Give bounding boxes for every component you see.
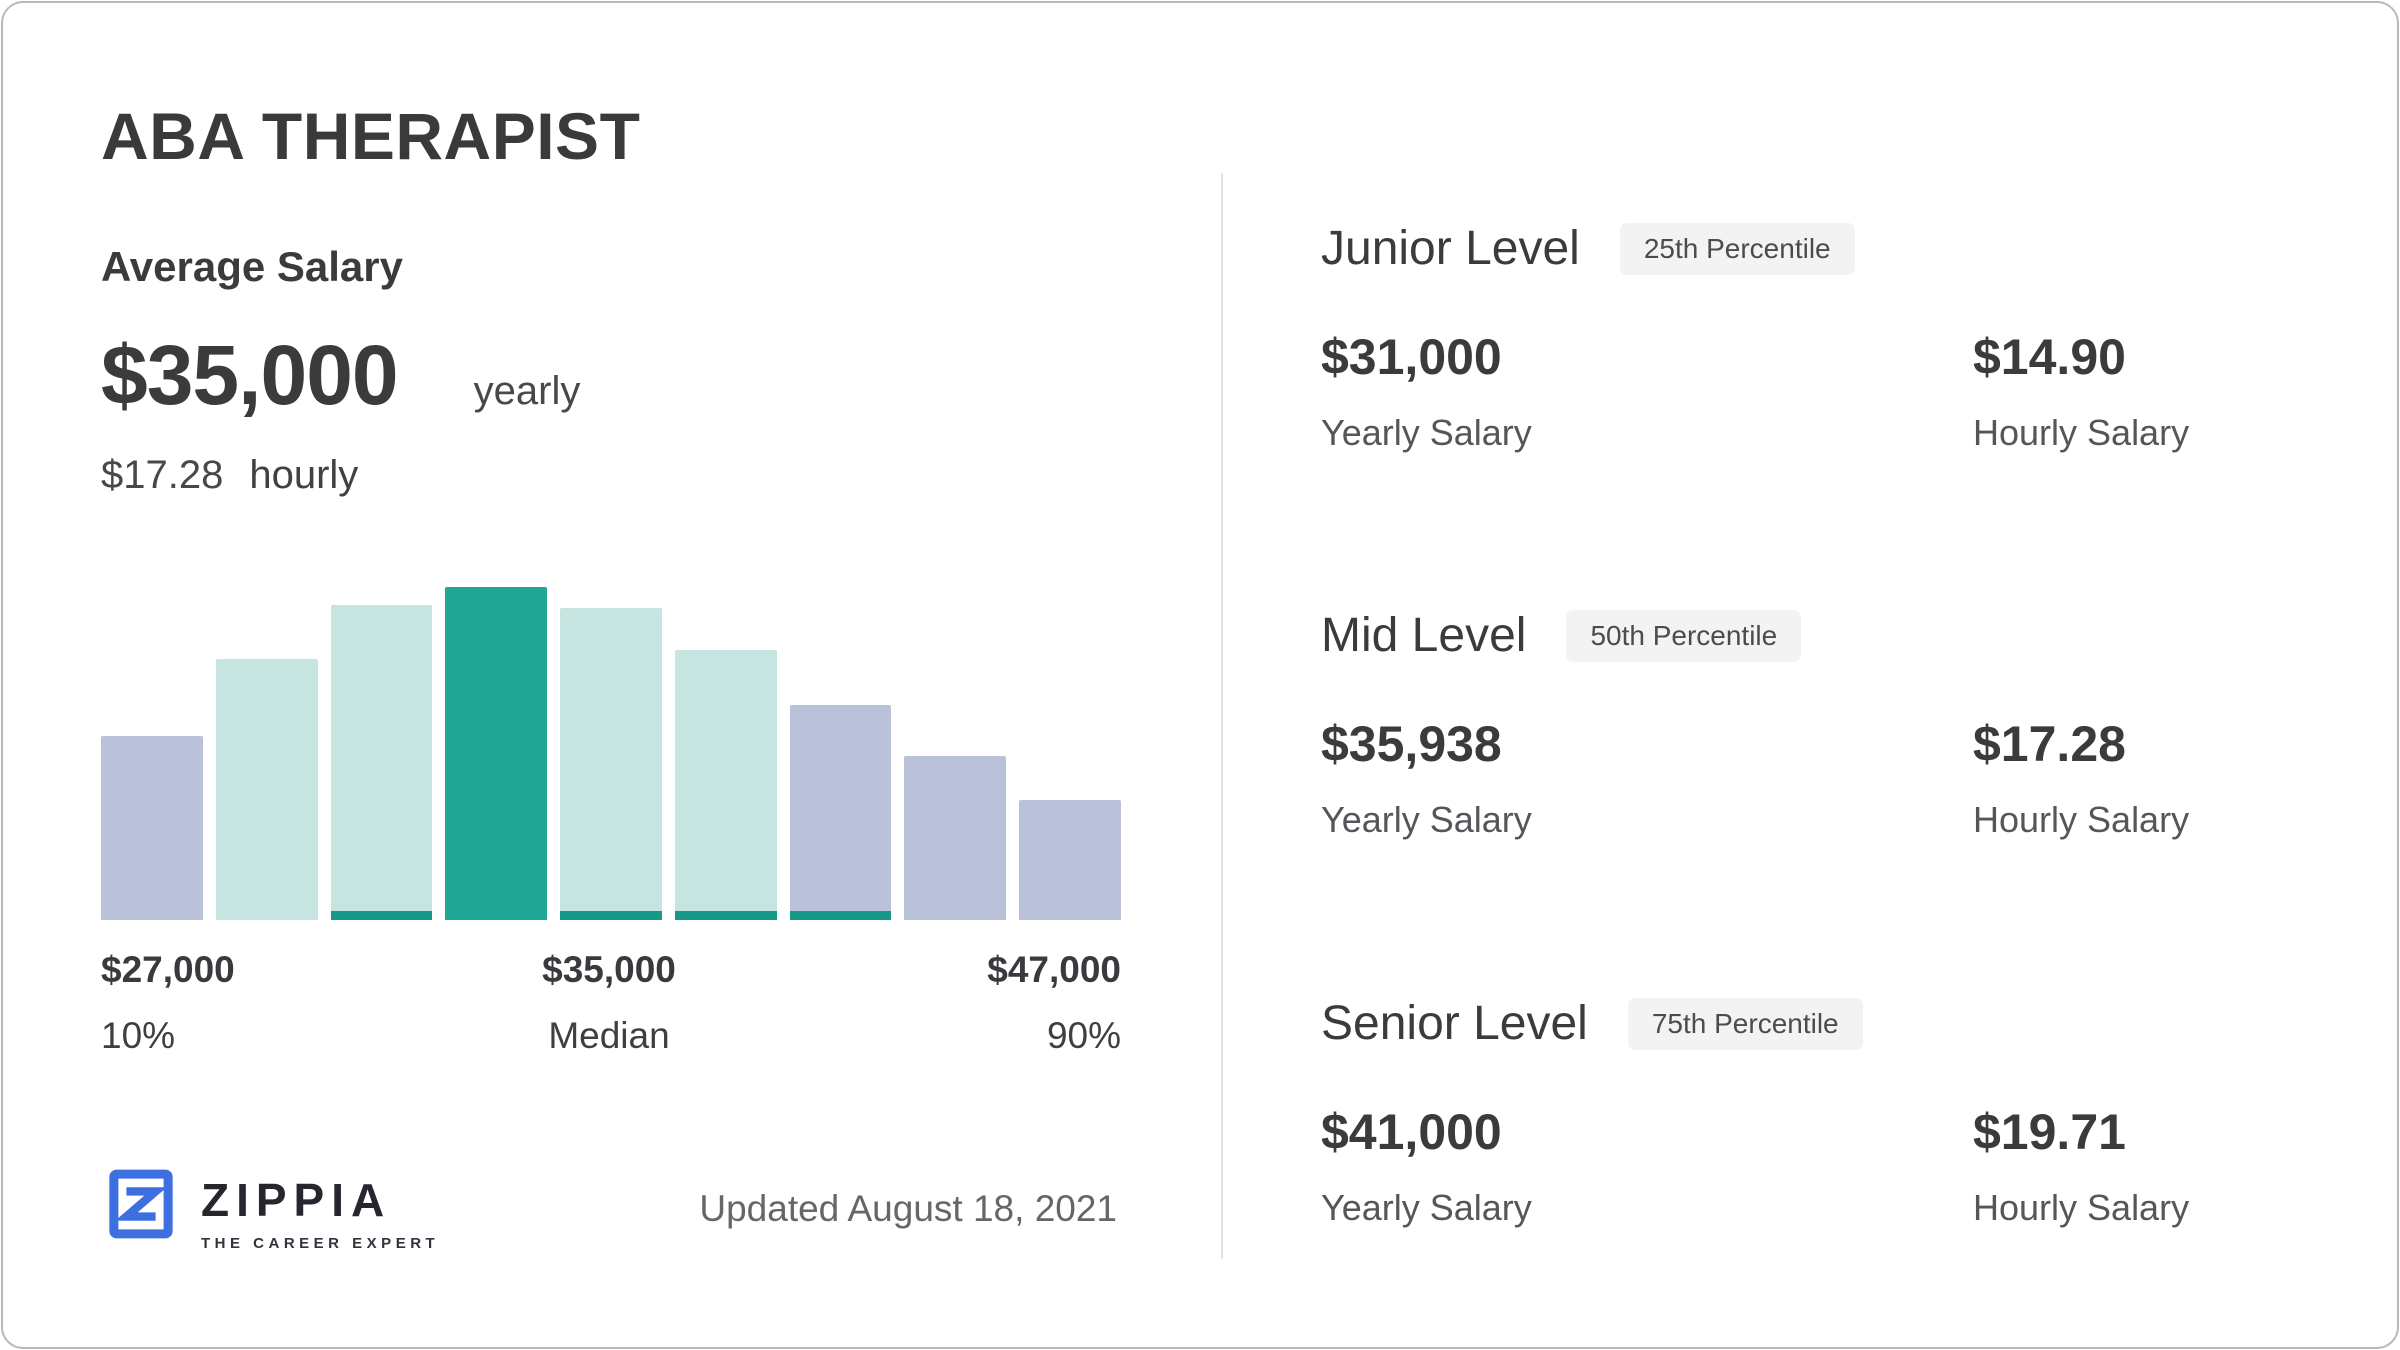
histogram-bar-strip	[674, 911, 777, 920]
salary-histogram	[101, 587, 1122, 920]
histogram-bar	[330, 605, 433, 920]
yearly-salary-col: $31,000 Yearly Salary	[1321, 332, 1973, 451]
yearly-salary-label: Yearly Salary	[1321, 1187, 1532, 1228]
level-header: Senior Level 75th Percentile	[1321, 993, 2311, 1055]
hourly-salary-value: $14.90	[1973, 329, 2126, 385]
hourly-salary-col: $17.28 Hourly Salary	[1973, 719, 2189, 838]
histogram-bar	[1019, 800, 1122, 920]
level-values: $31,000 Yearly Salary $14.90 Hourly Sala…	[1321, 332, 2311, 451]
average-hourly-value: $17.28	[101, 453, 224, 497]
yearly-salary-value: $35,938	[1321, 716, 1502, 772]
marker-high-label: 90%	[1046, 1015, 1121, 1056]
yearly-salary-value: $41,000	[1321, 1104, 1502, 1160]
marker-median-value: $35,000	[542, 949, 676, 990]
hourly-salary-label: Hourly Salary	[1973, 412, 2190, 453]
histogram-bar-strip	[560, 911, 662, 920]
zippia-tagline: THE CAREER EXPERT	[201, 1235, 440, 1252]
average-yearly-row: $35,000 yearly	[101, 333, 580, 417]
vertical-divider	[1221, 173, 1223, 1259]
page-title: ABA THERAPIST	[101, 99, 641, 173]
yearly-salary-col: $41,000 Yearly Salary	[1321, 1107, 1973, 1226]
percentile-badge: 25th Percentile	[1619, 223, 1855, 275]
level-block-junior: Junior Level 25th Percentile $31,000 Yea…	[1321, 218, 2311, 451]
level-block-senior: Senior Level 75th Percentile $41,000 Yea…	[1321, 993, 2311, 1226]
average-yearly-unit: yearly	[473, 369, 581, 413]
histogram-bar	[560, 608, 662, 920]
zippia-logo: ZIPPIA THE CAREER EXPERT	[109, 1169, 439, 1251]
histogram-bar-strip	[330, 911, 433, 920]
level-header: Junior Level 25th Percentile	[1321, 218, 2311, 280]
level-title: Mid Level	[1321, 609, 1527, 662]
average-hourly-unit: hourly	[249, 453, 359, 497]
level-title: Senior Level	[1321, 997, 1588, 1050]
histogram-bar	[445, 587, 548, 920]
yearly-salary-value: $31,000	[1321, 329, 1502, 385]
zippia-logo-icon	[109, 1169, 173, 1239]
yearly-salary-label: Yearly Salary	[1321, 412, 1532, 453]
yearly-salary-label: Yearly Salary	[1321, 799, 1532, 840]
histogram-bar	[674, 650, 777, 920]
hourly-salary-label: Hourly Salary	[1973, 799, 2190, 840]
zippia-logo-text: ZIPPIA THE CAREER EXPERT	[201, 1169, 439, 1251]
histogram-bar-strip	[789, 911, 892, 920]
hourly-salary-value: $17.28	[1973, 716, 2126, 772]
level-values: $35,938 Yearly Salary $17.28 Hourly Sala…	[1321, 719, 2311, 838]
average-salary-label: Average Salary	[101, 243, 403, 290]
hourly-salary-col: $14.90 Hourly Salary	[1973, 332, 2189, 451]
marker-high-value: $47,000	[987, 949, 1121, 990]
marker-low-value: $27,000	[101, 949, 235, 990]
level-title: Junior Level	[1321, 222, 1580, 275]
average-yearly-value: $35,000	[101, 328, 399, 422]
histogram-bar	[904, 756, 1007, 920]
hourly-salary-value: $19.71	[1973, 1104, 2126, 1160]
yearly-salary-col: $35,938 Yearly Salary	[1321, 719, 1973, 838]
average-hourly-row: $17.28 hourly	[101, 455, 358, 495]
level-values: $41,000 Yearly Salary $19.71 Hourly Sala…	[1321, 1107, 2311, 1226]
level-block-mid: Mid Level 50th Percentile $35,938 Yearly…	[1321, 605, 2311, 838]
hourly-salary-col: $19.71 Hourly Salary	[1973, 1107, 2189, 1226]
marker-low-label: 10%	[101, 1015, 176, 1056]
percentile-badge: 50th Percentile	[1566, 610, 1802, 662]
histogram-bar	[101, 736, 203, 920]
histogram-bar	[789, 705, 892, 920]
hourly-salary-label: Hourly Salary	[1973, 1187, 2190, 1228]
marker-median-label: Median	[548, 1015, 670, 1056]
level-header: Mid Level 50th Percentile	[1321, 605, 2311, 667]
percentile-badge: 75th Percentile	[1627, 998, 1863, 1050]
updated-date: Updated August 18, 2021	[699, 1188, 1117, 1229]
histogram-bar	[215, 659, 318, 920]
zippia-wordmark: ZIPPIA	[201, 1174, 392, 1226]
